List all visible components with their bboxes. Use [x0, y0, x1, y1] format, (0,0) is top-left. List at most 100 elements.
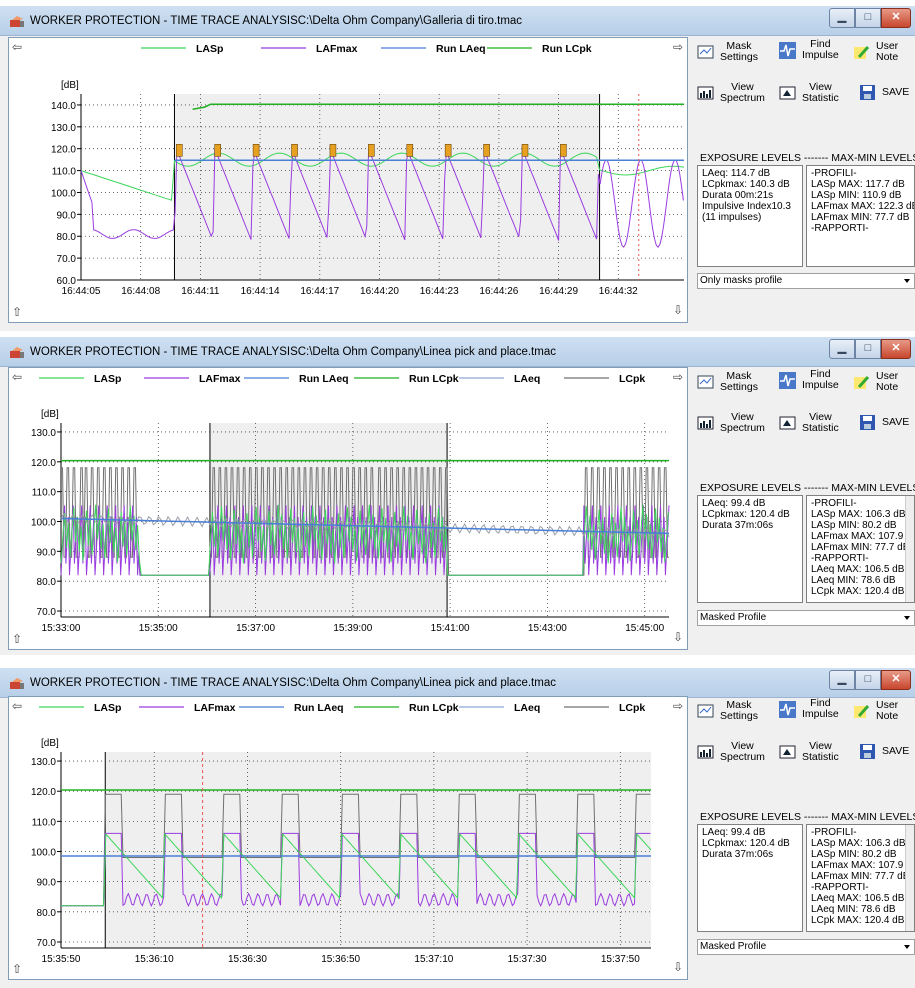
scroll-down-icon[interactable]: ⇩ — [673, 303, 684, 317]
minimize-button[interactable]: ▁ — [829, 8, 855, 28]
scroll-right-icon[interactable]: ⇨ — [673, 699, 684, 713]
scroll-up-icon[interactable]: ⇧ — [12, 305, 23, 319]
x-tick-label: 15:43:00 — [528, 623, 567, 634]
save-button[interactable]: SAVE — [859, 414, 909, 431]
y-tick-label: 90.0 — [37, 547, 57, 558]
view-statistic-label: View Statistic — [802, 411, 839, 434]
x-tick-label: 15:35:50 — [42, 954, 81, 965]
maxmin-levels-box[interactable]: -PROFILI- LASp MAX: 106.3 dB LASp MIN: 8… — [806, 824, 915, 932]
find-impulse-label: Find Impulse — [802, 368, 839, 391]
user-note-button[interactable]: User Note — [853, 41, 898, 63]
chevron-down-icon — [904, 616, 910, 620]
maximize-button[interactable]: □ — [855, 8, 881, 28]
x-tick-label: 16:44:26 — [479, 286, 518, 297]
legend-label: LCpk — [619, 702, 645, 714]
view-spectrum-button[interactable]: View Spectrum — [697, 412, 765, 434]
x-tick-label: 16:44:08 — [121, 286, 160, 297]
view-spectrum-label: View Spectrum — [720, 81, 765, 104]
save-label: SAVE — [882, 86, 910, 98]
legend-label: LAFmax — [199, 373, 241, 385]
impulse-icon — [779, 700, 796, 718]
close-button[interactable]: ✕ — [881, 339, 911, 359]
maxmin-line: LAeq MAX: 106.5 dB — [811, 564, 905, 575]
mask-settings-button[interactable]: Mask Settings — [697, 41, 758, 63]
maxmin-line: -RAPPORTI- — [811, 223, 869, 234]
scroll-up-icon[interactable]: ⇧ — [12, 962, 23, 976]
maxmin-scrollbar[interactable] — [905, 496, 914, 602]
find-impulse-button[interactable]: Find Impulse — [779, 698, 839, 720]
exposure-line: LCpkmax: 120.4 dB — [702, 509, 790, 520]
maxmin-line: LASp MIN: 110.9 dB — [811, 190, 902, 201]
scroll-left-icon[interactable]: ⇦ — [12, 40, 23, 54]
mask-settings-button[interactable]: Mask Settings — [697, 371, 758, 393]
legend-label: Run LAeq — [294, 702, 344, 714]
y-tick-label: 70.0 — [57, 254, 77, 265]
y-tick-label: 70.0 — [37, 607, 57, 618]
maxmin-scrollbar[interactable] — [905, 825, 914, 931]
maximize-button[interactable]: □ — [855, 670, 881, 690]
time-trace-plot[interactable]: LASp LAFmax Run LAeq Run LCpk [dB] 60.0 70.0 80… — [8, 37, 688, 323]
impulse-marker — [291, 144, 298, 157]
y-tick-label: 130.0 — [31, 428, 56, 439]
time-trace-plot[interactable]: LASp LAFmax Run LAeq Run LCpk LAeq LCpk [dB] 70… — [8, 696, 688, 980]
floppy-icon — [859, 414, 876, 431]
find-impulse-label: Find Impulse — [802, 697, 839, 720]
view-spectrum-button[interactable]: View Spectrum — [697, 82, 765, 104]
profile-select[interactable]: Only masks profile — [697, 273, 915, 289]
x-tick-label: 16:44:05 — [62, 286, 101, 297]
maxmin-levels-box[interactable]: -PROFILI- LASp MAX: 117.7 dB LASp MIN: 1… — [806, 165, 915, 267]
view-statistic-button[interactable]: View Statistic — [779, 82, 839, 104]
chart-svg: LASp LAFmax Run LAeq Run LCpk LAeq LCpk [dB] 70… — [31, 373, 670, 634]
title-bar[interactable]: WORKER PROTECTION - TIME TRACE ANALYSISC… — [0, 6, 915, 36]
y-unit-label: [dB] — [41, 409, 59, 420]
view-statistic-button[interactable]: View Statistic — [779, 412, 839, 434]
app-icon — [10, 16, 24, 27]
scroll-left-icon[interactable]: ⇦ — [12, 699, 23, 713]
maxmin-levels-box[interactable]: -PROFILI- LASp MAX: 106.3 dB LASp MIN: 8… — [806, 495, 915, 603]
mask-settings-button[interactable]: Mask Settings — [697, 700, 758, 722]
user-note-button[interactable]: User Note — [853, 700, 898, 722]
maxmin-line: -RAPPORTI- — [811, 553, 869, 564]
impulse-marker — [521, 144, 529, 157]
view-spectrum-label: View Spectrum — [720, 411, 765, 434]
maxmin-line: -PROFILI- — [811, 168, 857, 179]
minimize-button[interactable]: ▁ — [829, 339, 855, 359]
scroll-up-icon[interactable]: ⇧ — [12, 632, 23, 646]
y-tick-label: 120.0 — [31, 458, 56, 469]
time-trace-plot[interactable]: LASp LAFmax Run LAeq Run LCpk LAeq LCpk [dB] 70… — [8, 367, 688, 650]
profile-select[interactable]: Masked Profile — [697, 610, 915, 626]
chart-svg: LASp LAFmax Run LAeq Run LCpk LAeq LCpk [dB] 70… — [31, 702, 652, 965]
user-note-button[interactable]: User Note — [853, 371, 898, 393]
lasp-line — [60, 504, 669, 576]
view-statistic-button[interactable]: View Statistic — [779, 741, 839, 763]
save-button[interactable]: SAVE — [859, 84, 909, 101]
maxmin-line: LASp MIN: 80.2 dB — [811, 849, 897, 860]
minimize-button[interactable]: ▁ — [829, 670, 855, 690]
title-bar[interactable]: WORKER PROTECTION - TIME TRACE ANALYSISC… — [0, 337, 915, 367]
scroll-down-icon[interactable]: ⇩ — [673, 630, 684, 644]
x-tick-label: 15:39:00 — [333, 623, 372, 634]
scroll-right-icon[interactable]: ⇨ — [673, 370, 684, 384]
profile-select[interactable]: Masked Profile — [697, 939, 915, 955]
x-tick-label: 15:36:30 — [228, 954, 267, 965]
scroll-right-icon[interactable]: ⇨ — [673, 40, 684, 54]
close-button[interactable]: ✕ — [881, 8, 911, 28]
find-impulse-button[interactable]: Find Impulse — [779, 369, 839, 391]
y-tick-label: 110.0 — [52, 167, 77, 178]
find-impulse-button[interactable]: Find Impulse — [779, 39, 839, 61]
title-bar[interactable]: WORKER PROTECTION - TIME TRACE ANALYSISC… — [0, 668, 915, 698]
exposure-line: Durata 37m:06s — [702, 849, 774, 860]
legend-label: Run LCpk — [409, 373, 459, 385]
window-linea-2: WORKER PROTECTION - TIME TRACE ANALYSISC… — [0, 668, 915, 988]
mask-settings-label: Mask Settings — [720, 370, 758, 393]
scroll-down-icon[interactable]: ⇩ — [673, 960, 684, 974]
maxmin-line: LASp MAX: 106.3 dB — [811, 509, 906, 520]
scroll-left-icon[interactable]: ⇦ — [12, 370, 23, 384]
close-button[interactable]: ✕ — [881, 670, 911, 690]
maximize-button[interactable]: □ — [855, 339, 881, 359]
y-tick-label: 80.0 — [37, 908, 57, 919]
save-button[interactable]: SAVE — [859, 743, 909, 760]
maxmin-line: -PROFILI- — [811, 827, 857, 838]
levels-header: EXPOSURE LEVELS ------- MAX-MIN LEVELS — [700, 482, 915, 494]
view-spectrum-button[interactable]: View Spectrum — [697, 741, 765, 763]
